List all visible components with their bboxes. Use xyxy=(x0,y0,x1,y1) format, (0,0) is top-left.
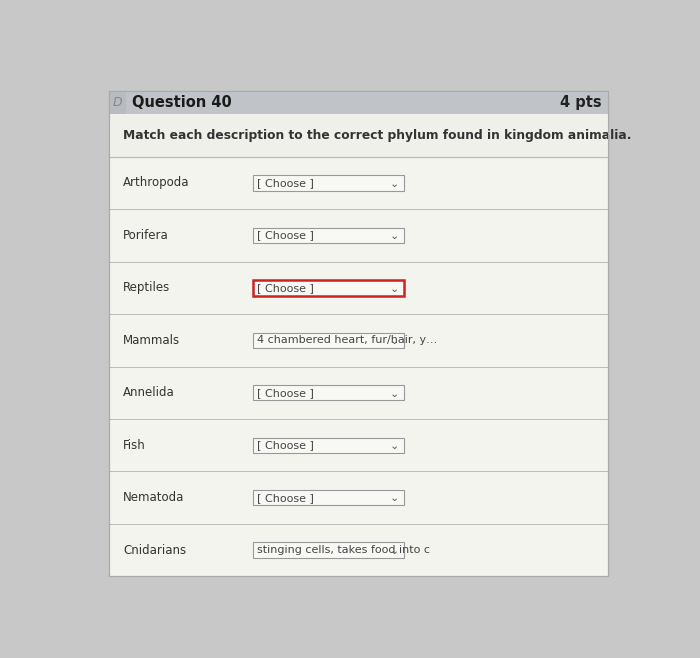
Text: [ Choose ]: [ Choose ] xyxy=(257,230,314,240)
Text: [ Choose ]: [ Choose ] xyxy=(257,178,314,188)
Text: ⌄: ⌄ xyxy=(390,389,399,399)
FancyBboxPatch shape xyxy=(109,91,126,114)
Text: 4 chambered heart, fur/hair, y…: 4 chambered heart, fur/hair, y… xyxy=(257,336,438,345)
Text: Arthropoda: Arthropoda xyxy=(123,176,190,190)
Text: [ Choose ]: [ Choose ] xyxy=(257,493,314,503)
Text: [ Choose ]: [ Choose ] xyxy=(257,388,314,398)
Text: Reptiles: Reptiles xyxy=(123,282,170,294)
Text: Annelida: Annelida xyxy=(123,386,175,399)
Text: ⌄: ⌄ xyxy=(390,284,399,293)
FancyBboxPatch shape xyxy=(109,91,608,576)
Text: ⌄: ⌄ xyxy=(390,231,399,241)
FancyBboxPatch shape xyxy=(253,228,404,243)
Text: [ Choose ]: [ Choose ] xyxy=(257,440,314,450)
Text: ⌄: ⌄ xyxy=(390,494,399,503)
FancyBboxPatch shape xyxy=(253,280,404,295)
FancyBboxPatch shape xyxy=(253,175,404,191)
FancyBboxPatch shape xyxy=(253,385,404,401)
Text: ⌄: ⌄ xyxy=(390,441,399,451)
Text: Mammals: Mammals xyxy=(123,334,181,347)
FancyBboxPatch shape xyxy=(253,490,404,505)
Text: [ Choose ]: [ Choose ] xyxy=(257,283,314,293)
Text: ⌄: ⌄ xyxy=(390,546,399,556)
Text: ⌄: ⌄ xyxy=(390,336,399,346)
Text: Porifera: Porifera xyxy=(123,229,169,242)
Text: stinging cells, takes food into c: stinging cells, takes food into c xyxy=(257,545,430,555)
FancyBboxPatch shape xyxy=(253,542,404,558)
Text: Match each description to the correct phylum found in kingdom animalia.: Match each description to the correct ph… xyxy=(123,129,631,142)
Text: Question 40: Question 40 xyxy=(132,95,232,111)
FancyBboxPatch shape xyxy=(253,438,404,453)
FancyBboxPatch shape xyxy=(253,333,404,348)
Text: D: D xyxy=(113,96,122,109)
Text: Cnidarians: Cnidarians xyxy=(123,544,186,557)
Text: ⌄: ⌄ xyxy=(390,179,399,189)
FancyBboxPatch shape xyxy=(109,91,608,114)
Text: Nematoda: Nematoda xyxy=(123,491,185,504)
Text: 4 pts: 4 pts xyxy=(561,95,602,111)
Text: Fish: Fish xyxy=(123,439,146,452)
FancyBboxPatch shape xyxy=(109,114,608,157)
